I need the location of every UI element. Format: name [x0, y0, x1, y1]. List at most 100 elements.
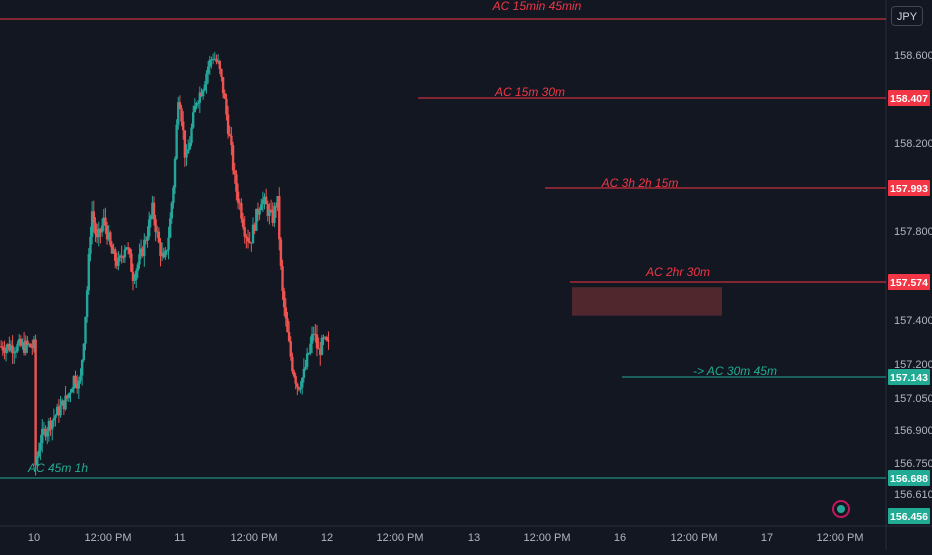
candle-body [228, 133, 231, 136]
candle-body [159, 242, 162, 257]
y-tick-label: 158.600 [894, 50, 932, 62]
candle-body [32, 339, 36, 348]
candle-body [0, 346, 3, 348]
candle-body [51, 420, 54, 430]
level-badge-text-5: 156.688 [890, 473, 928, 485]
candle-body [271, 209, 274, 223]
candle-body [146, 236, 149, 241]
candle-body [49, 420, 52, 430]
candle-body [302, 368, 306, 378]
x-tick-label: 12:00 PM [523, 532, 570, 544]
candle-body [65, 395, 69, 399]
candle-body [253, 224, 256, 231]
level-label-1: AC 15m 30m [494, 85, 565, 99]
candle-body [122, 257, 125, 259]
candle-body [41, 428, 44, 444]
candle-body [87, 253, 90, 291]
candle-body [211, 59, 215, 61]
candle-body [323, 337, 327, 339]
candle-body [125, 247, 128, 250]
candle-body [327, 340, 330, 342]
candle-body [185, 153, 188, 158]
candle-body [238, 202, 241, 204]
candle-body [305, 353, 309, 368]
candle-body [256, 208, 260, 215]
candle-body [208, 59, 212, 67]
candle-body [107, 232, 110, 240]
y-tick-label: 156.750 [894, 458, 932, 470]
level-badge-text-2: 157.993 [890, 183, 928, 195]
candle-body [241, 218, 245, 227]
candle-body [147, 219, 151, 237]
candle-body [59, 405, 62, 416]
candle-body [6, 343, 9, 348]
candle-body [14, 351, 18, 353]
candle-body [70, 388, 74, 393]
candle-body [286, 318, 289, 333]
candle-body [79, 375, 82, 381]
candle-body [99, 228, 102, 233]
candle-body [117, 257, 120, 266]
y-tick-label: 157.800 [894, 226, 932, 238]
y-tick-label: 156.900 [894, 425, 932, 437]
y-tick-label: 156.610 [894, 489, 932, 501]
candle-body [110, 244, 114, 254]
level-badge-2 [888, 180, 930, 196]
supply-zone [572, 287, 722, 316]
candle-body [274, 206, 278, 208]
level-badge-text-4: 157.143 [890, 372, 928, 384]
candle-body [52, 417, 56, 421]
candle-body [193, 105, 197, 113]
candle-body [240, 203, 243, 219]
y-tick-label: 157.200 [894, 359, 932, 371]
candle-body [255, 208, 258, 231]
candle-body [258, 210, 261, 215]
candle-body [220, 69, 223, 77]
candle-body [315, 334, 319, 349]
candle-body [133, 280, 136, 282]
level-label-5: AC 45m 1h [27, 461, 88, 475]
candle-body [278, 196, 281, 240]
candle-body [120, 255, 123, 258]
candle-body [170, 202, 173, 219]
currency-button[interactable]: JPY [891, 6, 923, 26]
x-tick-label: 13 [468, 532, 480, 544]
candle-body [97, 228, 100, 238]
candle-body [263, 196, 266, 200]
candle-body [292, 371, 296, 377]
candle-body [131, 271, 135, 281]
tradingview-logo-icon[interactable] [832, 500, 850, 518]
candle-body [126, 247, 130, 249]
x-tick-label: 10 [28, 532, 40, 544]
last-price-badge-text: 156.456 [890, 511, 928, 523]
candle-body [4, 347, 8, 353]
candle-body [19, 338, 23, 346]
candle-body [206, 66, 210, 74]
candle-body [196, 102, 200, 104]
candle-body [198, 92, 202, 103]
candle-body [139, 248, 143, 255]
level-badge-5 [888, 470, 930, 486]
candle-body [251, 224, 255, 244]
candle-body [42, 428, 46, 430]
candle-body [157, 231, 161, 243]
candle-body [112, 249, 115, 254]
candle-body [250, 242, 253, 244]
candle-body [309, 343, 312, 354]
x-tick-label: 12:00 PM [376, 532, 423, 544]
x-tick-label: 12:00 PM [230, 532, 277, 544]
candle-body [82, 343, 86, 361]
candle-body [325, 337, 329, 341]
candle-body [136, 264, 140, 271]
candle-body [17, 338, 21, 344]
candle-body [168, 218, 172, 238]
candle-body [173, 158, 177, 188]
level-badge-1 [888, 90, 930, 106]
candle-body [213, 58, 216, 60]
candle-body [294, 376, 297, 384]
candle-body [221, 76, 225, 94]
candle-body [282, 291, 286, 308]
